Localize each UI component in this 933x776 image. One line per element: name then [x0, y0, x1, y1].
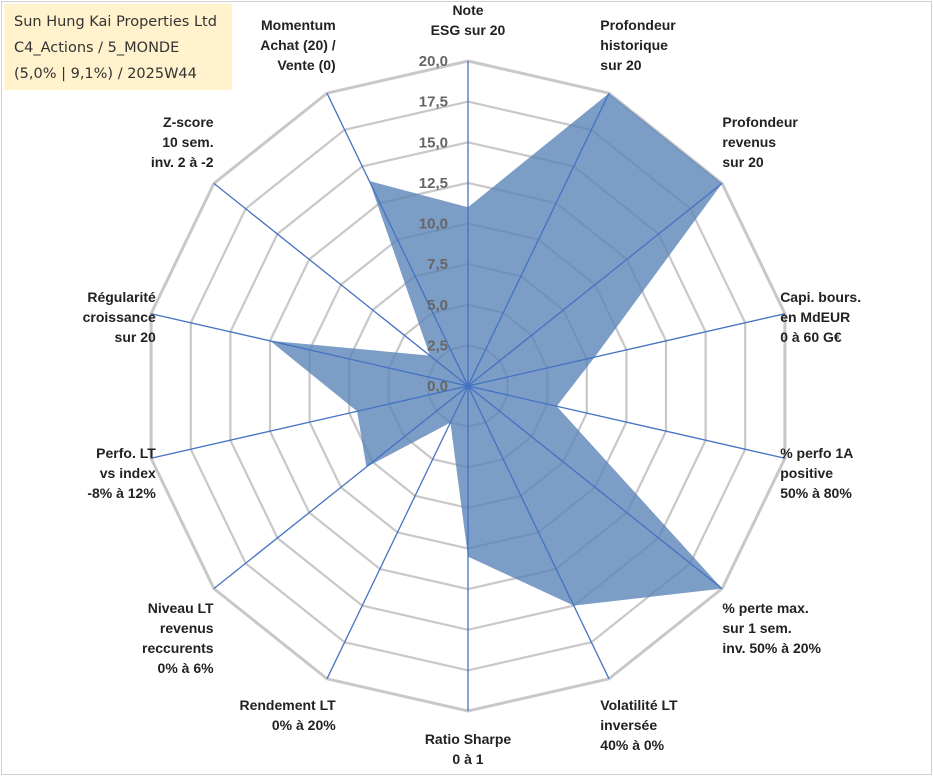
axis-label-line: Profondeur — [600, 17, 676, 33]
axis-label-layer: Note ESG sur 20 Profondeur historique sur 20… — [83, 2, 861, 767]
series-area — [270, 93, 723, 606]
tick-label: 5,0 — [427, 297, 448, 314]
axis-label-line: Capi. bours. — [780, 289, 861, 305]
axis-label: Rendement LT 0% à 20% — [239, 697, 336, 733]
axis-label-line: sur 20 — [600, 57, 641, 73]
axis-label-line: ESG sur 20 — [431, 22, 506, 38]
axis-label: Perfo. LT vs index -8% à 12% — [87, 445, 156, 501]
axis-label-line: historique — [600, 37, 668, 53]
axis-label-line: Profondeur — [722, 114, 798, 130]
axis-label-line: sur 20 — [115, 329, 156, 345]
axis-label-line: Vente (0) — [277, 57, 335, 73]
axis-label-line: sur 1 sem. — [722, 620, 791, 636]
axis-label-line: Perfo. LT — [96, 445, 156, 461]
axis-label-line: Momentum — [261, 17, 336, 33]
axis-label: Niveau LT revenus reccurents 0% à 6% — [142, 600, 214, 676]
axis-label: Z-score 10 sem. inv. 2 à -2 — [151, 114, 214, 170]
axis-spoke — [213, 182, 469, 387]
axis-label-line: 10 sem. — [162, 134, 213, 150]
axis-label: Régularité croissance sur 20 — [83, 289, 156, 345]
tick-label: 10,0 — [419, 216, 448, 233]
tick-label: 0,0 — [427, 378, 448, 395]
axis-spoke — [467, 92, 610, 387]
axis-label-line: 0% à 6% — [158, 660, 215, 676]
axis-spoke — [467, 313, 786, 387]
axis-label-line: Z-score — [163, 114, 214, 130]
axis-label-line: -8% à 12% — [87, 485, 156, 501]
series-layer — [270, 93, 723, 606]
tick-label: 17,5 — [419, 94, 448, 111]
axis-label-line: reccurents — [142, 640, 214, 656]
axis-label: Ratio Sharpe 0 à 1 — [425, 731, 512, 767]
axis-label-line: 50% à 80% — [780, 485, 852, 501]
category-path: C4_Actions / 5_MONDE — [14, 40, 180, 56]
axis-label-line: Régularité — [87, 289, 156, 305]
axis-label-line: % perfo 1A — [780, 445, 853, 461]
axis-spoke — [326, 385, 469, 680]
axis-spoke — [467, 385, 786, 459]
axis-label: % perfo 1A positive 50% à 80% — [780, 445, 853, 501]
axis-label: Note ESG sur 20 — [431, 2, 506, 38]
spoke-layer — [150, 61, 786, 711]
axis-spoke — [467, 385, 723, 590]
tick-label: 7,5 — [427, 256, 448, 273]
weights-and-week: (5,0% | 9,1%) / 2025W44 — [14, 66, 197, 82]
axis-label: Profondeur revenus sur 20 — [722, 114, 798, 170]
axis-label-line: 0 à 1 — [452, 751, 483, 767]
axis-spoke — [326, 92, 469, 387]
axis-label-line: inv. 2 à -2 — [151, 154, 214, 170]
tick-label: 15,0 — [419, 134, 448, 151]
axis-label-line: Ratio Sharpe — [425, 731, 512, 747]
axis-spoke — [150, 385, 469, 459]
axis-label-line: Niveau LT — [148, 600, 214, 616]
axis-spoke — [467, 182, 723, 387]
axis-label-line: % perte max. — [722, 600, 808, 616]
info-box: Sun Hung Kai Properties Ltd C4_Actions /… — [4, 4, 232, 90]
axis-label: Profondeur historique sur 20 — [600, 17, 676, 73]
axis-label-line: 0 à 60 G€ — [780, 329, 842, 345]
axis-spoke — [467, 385, 610, 680]
axis-label: Capi. bours. en MdEUR 0 à 60 G€ — [780, 289, 861, 345]
axis-label: % perte max. sur 1 sem. inv. 50% à 20% — [722, 600, 821, 656]
axis-label-line: croissance — [83, 309, 156, 325]
axis-label: Volatilité LT inversée 40% à 0% — [600, 697, 678, 753]
tick-label: 12,5 — [419, 175, 448, 192]
axis-label-line: 0% à 20% — [272, 717, 336, 733]
axis-label-line: revenus — [722, 134, 776, 150]
axis-label-line: inversée — [600, 717, 657, 733]
axis-label-line: 40% à 0% — [600, 737, 664, 753]
tick-label: 2,5 — [427, 337, 448, 354]
axis-label-line: positive — [780, 465, 833, 481]
axis-spoke — [150, 313, 469, 387]
axis-label: Momentum Achat (20) / Vente (0) — [260, 17, 336, 73]
axis-label-line: Achat (20) / — [260, 37, 336, 53]
axis-label-line: sur 20 — [722, 154, 763, 170]
axis-label-line: Note — [452, 2, 483, 18]
company-name: Sun Hung Kai Properties Ltd — [14, 14, 217, 30]
axis-label-line: inv. 50% à 20% — [722, 640, 821, 656]
axis-label-line: en MdEUR — [780, 309, 850, 325]
axis-label-line: revenus — [160, 620, 214, 636]
tick-layer: 0,0 2,5 5,0 7,5 10,0 12,5 15,0 17,5 20,0 — [419, 53, 448, 395]
axis-label-line: Volatilité LT — [600, 697, 678, 713]
axis-label-line: vs index — [100, 465, 156, 481]
tick-label: 20,0 — [419, 53, 448, 70]
axis-label-line: Rendement LT — [239, 697, 336, 713]
axis-spoke — [213, 385, 469, 590]
